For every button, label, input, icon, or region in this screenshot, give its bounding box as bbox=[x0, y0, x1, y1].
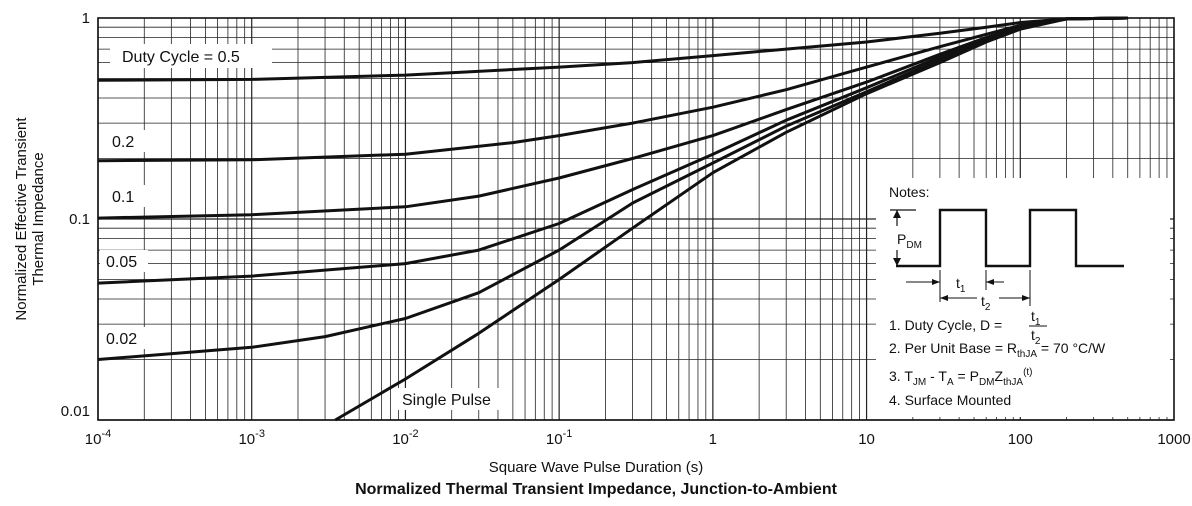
t1-arrowhead-right bbox=[986, 279, 994, 285]
series-layer bbox=[97, 16, 1128, 422]
notes-box: Notes: PDM t1 t2 1. Duty Cycle, D bbox=[876, 178, 1170, 417]
t1-label-sub: 1 bbox=[960, 284, 966, 295]
y-axis-ticks: 1 0.1 0.01 bbox=[61, 10, 90, 420]
y-axis-label-line1: Normalized Effective Transient bbox=[13, 117, 30, 321]
pdm-arrowhead-down bbox=[893, 258, 901, 266]
pdm-label: PDM bbox=[897, 231, 922, 251]
x-tick-base: 100 bbox=[1008, 431, 1033, 448]
curve-label-5: Single Pulse bbox=[402, 392, 491, 409]
t1-label-main: t bbox=[956, 275, 960, 291]
y-axis-label-line2: Thermal Impedance bbox=[30, 152, 47, 285]
curve-label-4: 0.02 bbox=[106, 331, 137, 348]
label-backgrounds bbox=[100, 44, 504, 410]
note-3-sup: (t) bbox=[1023, 367, 1032, 378]
pdm-label-sub: DM bbox=[906, 240, 922, 251]
x-tick-label: 10-2 bbox=[392, 428, 418, 448]
pdm-arrowhead-up bbox=[893, 210, 901, 218]
curve-label-2: 0.1 bbox=[112, 189, 134, 206]
y-tick-label: 0.01 bbox=[61, 403, 90, 420]
x-tick-exponent: -4 bbox=[101, 428, 111, 440]
curve-label-bg bbox=[110, 44, 272, 68]
x-tick-label: 10-1 bbox=[546, 428, 572, 448]
curve-label-bg bbox=[100, 327, 148, 349]
notes-heading: Notes: bbox=[889, 184, 929, 200]
series-line-5 bbox=[334, 16, 1128, 422]
note-1-num-sub: 1 bbox=[1035, 317, 1041, 328]
note-2-part-b: = 70 °C/W bbox=[1037, 340, 1106, 356]
curve-label-bg bbox=[396, 388, 504, 410]
x-tick-exponent: -1 bbox=[563, 428, 573, 440]
x-tick-base: 10 bbox=[858, 431, 875, 448]
t2-label: t2 bbox=[981, 293, 991, 313]
x-tick-label: 1 bbox=[709, 431, 717, 448]
note-1-num-main: t bbox=[1031, 308, 1035, 324]
note-3-part-d: Z bbox=[995, 368, 1004, 384]
curve-label-bg bbox=[106, 130, 146, 152]
series-line-1 bbox=[97, 16, 1128, 163]
x-tick-base: 1 bbox=[709, 431, 717, 448]
note-3-part-b: - T bbox=[926, 368, 947, 384]
note-3-part-c: = P bbox=[954, 368, 979, 384]
note-3: 3. TJM - TA = PDMZthJA(t) bbox=[889, 367, 1033, 388]
plot-frame bbox=[97, 17, 1175, 421]
note-2-sub: thJA bbox=[1017, 349, 1037, 360]
note-2-part-a: 2. Per Unit Base = R bbox=[889, 340, 1017, 356]
x-tick-base: 1000 bbox=[1157, 431, 1190, 448]
note-4: 4. Surface Mounted bbox=[889, 392, 1011, 408]
note-1-denominator: t2 bbox=[1031, 327, 1041, 347]
note-3-part-a: 3. T bbox=[889, 368, 913, 384]
curve-label-1: 0.2 bbox=[112, 134, 134, 151]
t2-label-bg bbox=[977, 290, 999, 308]
note-3-sub-2: A bbox=[947, 377, 954, 388]
curve-label-3: 0.05 bbox=[106, 254, 137, 271]
note-1: 1. Duty Cycle, D = bbox=[889, 317, 1002, 333]
x-tick-label: 10 bbox=[858, 431, 875, 448]
curve-label-bg bbox=[106, 185, 146, 207]
x-tick-label: 10-4 bbox=[85, 428, 111, 448]
x-axis-label: Square Wave Pulse Duration (s) bbox=[488, 459, 704, 476]
series-line-0 bbox=[97, 16, 1128, 82]
note-3-sub-1: JM bbox=[913, 377, 926, 388]
pdm-label-main: P bbox=[897, 231, 906, 247]
x-tick-exponent: -2 bbox=[409, 428, 419, 440]
t2-arrowhead-right bbox=[1022, 295, 1030, 301]
chart-title: Normalized Thermal Transient Impedance, … bbox=[355, 481, 837, 498]
y-tick-label: 1 bbox=[82, 10, 90, 27]
t2-arrowhead-left bbox=[940, 295, 948, 301]
x-tick-label: 100 bbox=[1008, 431, 1033, 448]
x-tick-label: 10-3 bbox=[238, 428, 264, 448]
x-tick-base: 10 bbox=[392, 431, 409, 448]
curve-labels: Duty Cycle = 0.5 0.2 0.1 0.05 0.02 Single Pul… bbox=[106, 49, 491, 409]
t2-label-main: t bbox=[981, 293, 985, 309]
x-tick-base: 10 bbox=[546, 431, 563, 448]
t2-label-sub: 2 bbox=[985, 302, 991, 313]
pulse-waveform bbox=[896, 208, 1124, 268]
x-axis-ticks: 10-4 10-3 10-2 10-1 1 10 100 1000 bbox=[85, 428, 1191, 448]
y-tick-label: 0.1 bbox=[69, 211, 90, 228]
x-tick-exponent: -3 bbox=[255, 428, 265, 440]
note-1-numerator: t1 bbox=[1031, 308, 1041, 328]
note-1-den-main: t bbox=[1031, 327, 1035, 343]
note-3-sub-3: DM bbox=[979, 377, 995, 388]
note-2: 2. Per Unit Base = RthJA = 70 °C/W bbox=[889, 340, 1106, 360]
x-tick-label: 1000 bbox=[1157, 431, 1190, 448]
x-tick-base: 10 bbox=[85, 431, 102, 448]
t1-label: t1 bbox=[956, 275, 966, 295]
curve-label-0: Duty Cycle = 0.5 bbox=[122, 49, 240, 66]
t1-arrowhead bbox=[932, 279, 940, 285]
note-3-sub-4: thJA bbox=[1003, 377, 1023, 388]
note-1-den-sub: 2 bbox=[1035, 336, 1041, 347]
y-axis-label: Normalized Effective Transient Thermal I… bbox=[13, 117, 47, 321]
x-tick-base: 10 bbox=[238, 431, 255, 448]
curve-label-bg bbox=[100, 250, 148, 272]
